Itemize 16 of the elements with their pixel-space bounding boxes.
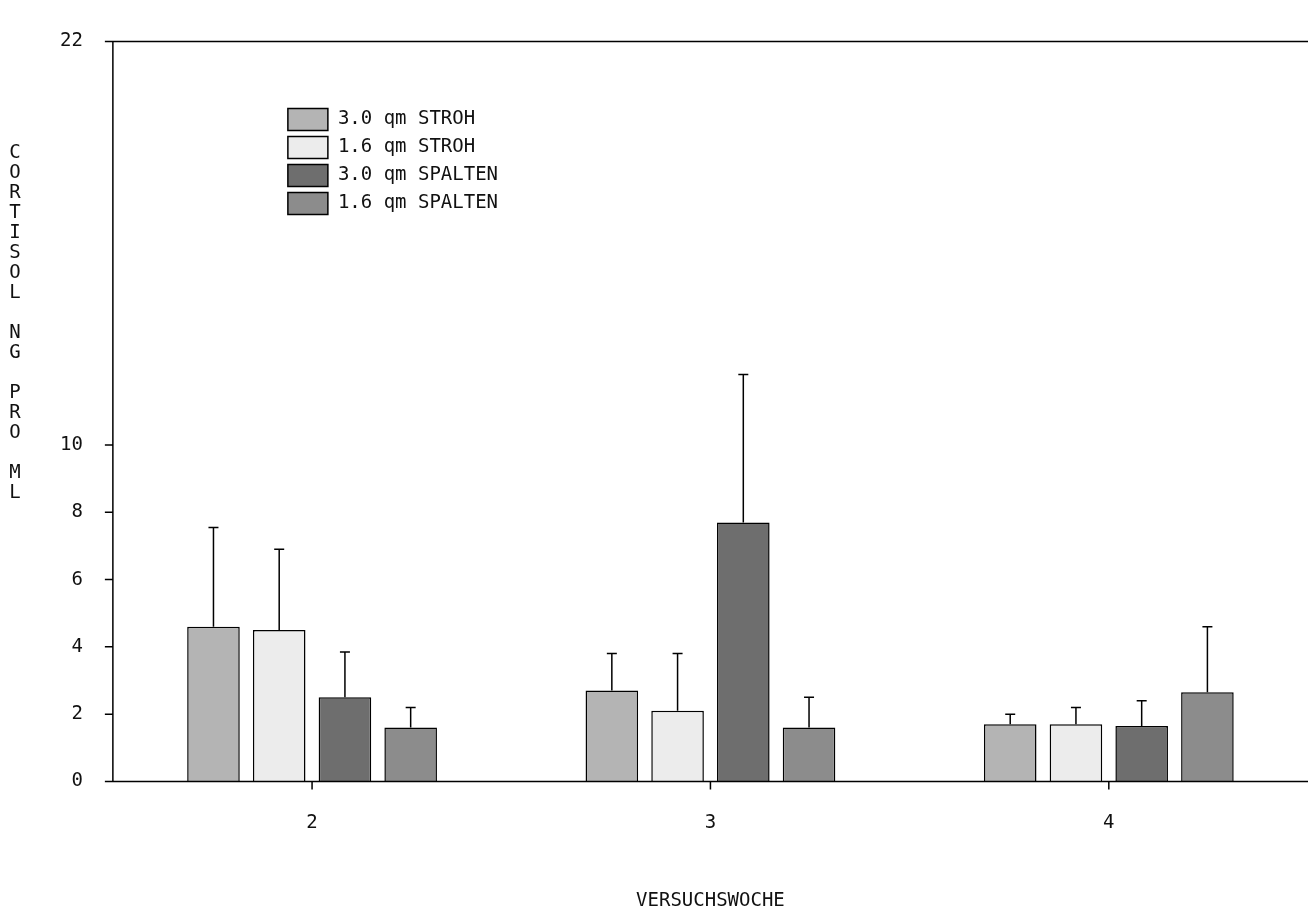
legend-label: 1.6 qm SPALTEN: [337, 190, 499, 213]
legend-label: 1.6 qm STROH: [337, 134, 476, 157]
y-tick-label: 0: [71, 768, 83, 791]
y-tick-label: 8: [71, 499, 83, 522]
y-tick-label: 10: [59, 431, 83, 454]
y-tick-label: 22: [59, 28, 83, 51]
legend-label: 3.0 qm STROH: [337, 106, 476, 129]
x-axis-title: VERSUCHSWOCHE: [636, 887, 785, 910]
y-tick-label: 4: [71, 633, 83, 656]
x-tick-label: 3: [704, 809, 717, 832]
x-tick-label: 4: [1103, 809, 1115, 832]
x-tick-label: 2: [306, 809, 318, 832]
y-tick-label: 6: [71, 566, 83, 589]
y-tick-label: 2: [71, 701, 83, 724]
y-axis-title: CORTISOL NG PRO ML: [4, 140, 26, 500]
legend-label: 3.0 qm SPALTEN: [337, 162, 499, 185]
